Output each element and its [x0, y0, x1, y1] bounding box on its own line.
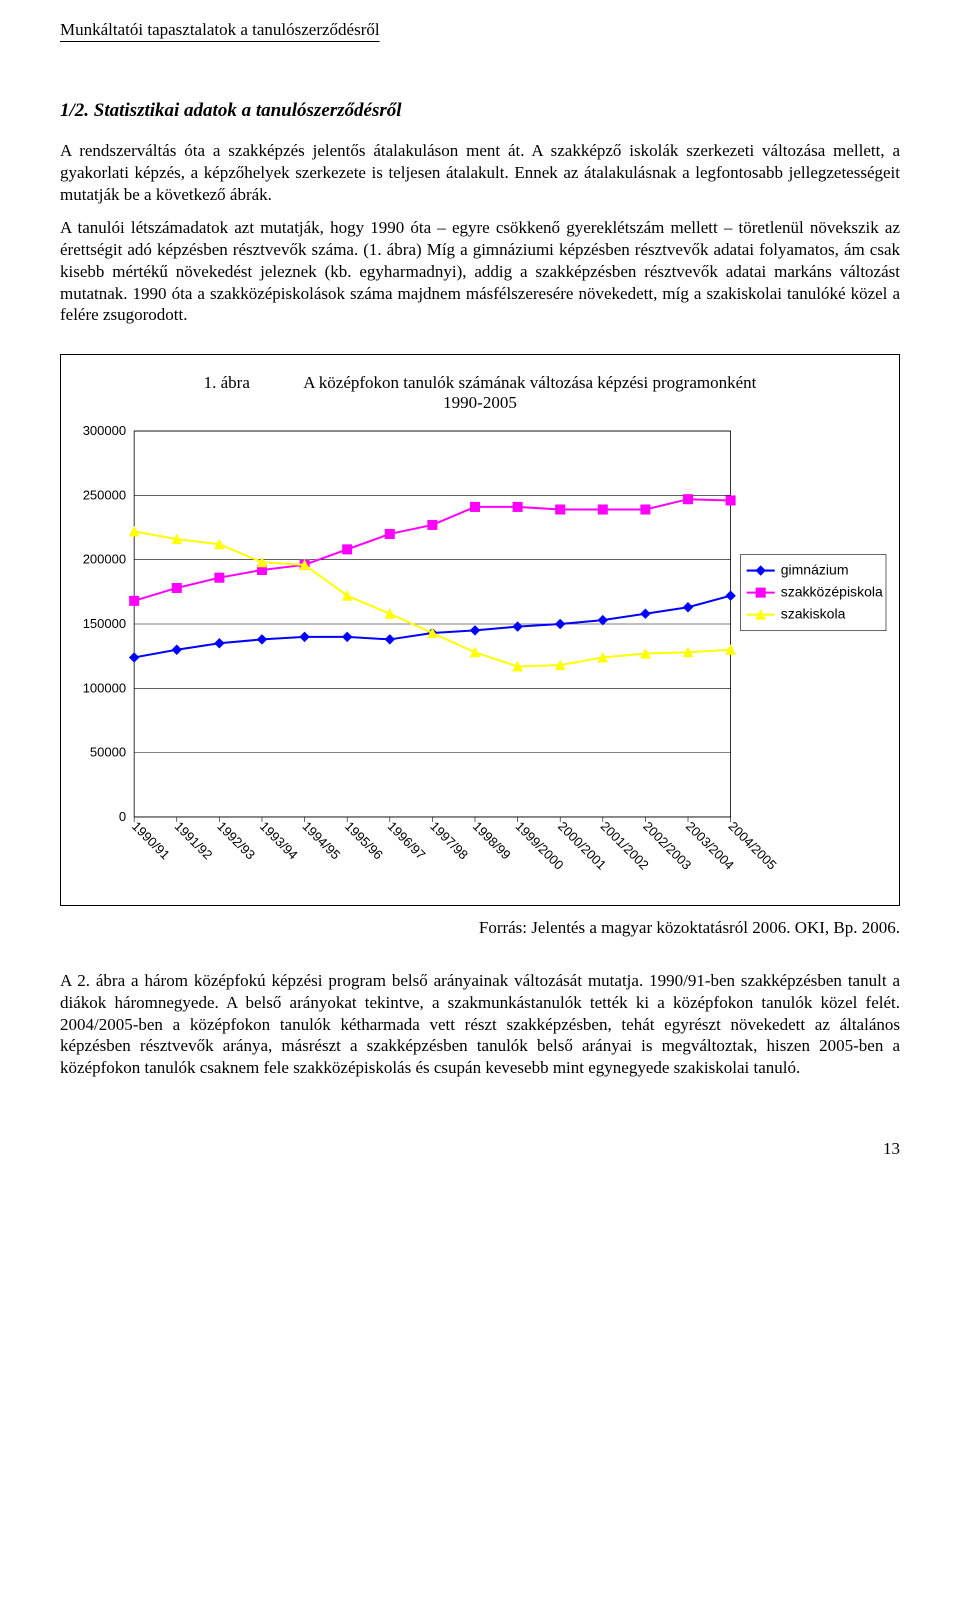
paragraph-1: A rendszerváltás óta a szakképzés jelent… [60, 140, 900, 205]
line-chart: 0500001000001500002000002500003000001990… [69, 421, 891, 892]
chart-title-text: A középfokon tanulók számának változása … [303, 373, 756, 392]
svg-text:gimnázium: gimnázium [781, 562, 849, 578]
paragraph-3: A 2. ábra a három középfokú képzési prog… [60, 970, 900, 1079]
figure-1-container: 1. ábra A középfokon tanulók számának vá… [60, 354, 900, 906]
figure-label: 1. ábra [204, 373, 250, 392]
svg-text:250000: 250000 [83, 487, 126, 502]
svg-text:100000: 100000 [83, 680, 126, 695]
chart-title: 1. ábra A középfokon tanulók számának vá… [69, 373, 891, 413]
svg-text:szakiskola: szakiskola [781, 606, 846, 622]
svg-text:50000: 50000 [90, 745, 126, 760]
svg-text:300000: 300000 [83, 423, 126, 438]
svg-text:szakközépiskola: szakközépiskola [781, 584, 883, 600]
section-heading: 1/2. Statisztikai adatok a tanulószerződ… [60, 100, 900, 122]
svg-text:200000: 200000 [83, 552, 126, 567]
page-header: Munkáltatói tapasztalatok a tanulószerző… [60, 20, 900, 40]
page-number: 13 [60, 1139, 900, 1159]
chart-source: Forrás: Jelentés a magyar közoktatásról … [60, 918, 900, 938]
svg-text:150000: 150000 [83, 616, 126, 631]
chart-subtitle: 1990-2005 [443, 393, 517, 412]
paragraph-2: A tanulói létszámadatok azt mutatják, ho… [60, 217, 900, 326]
svg-text:0: 0 [119, 809, 126, 824]
